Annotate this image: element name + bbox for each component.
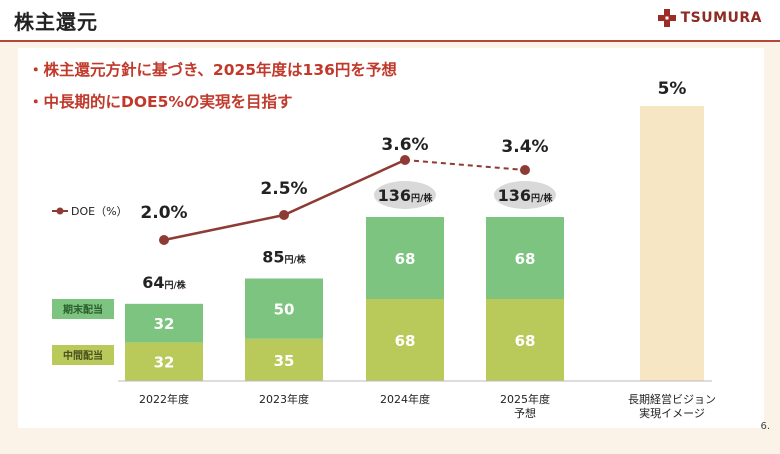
doe-label-3: 3.4% [501, 137, 548, 157]
category-label-4-0: 長期経営ビジョン [628, 392, 716, 406]
category-label-0-0: 2022年度 [139, 392, 189, 406]
doe-legend-label: DOE（%） [71, 205, 128, 218]
doe-point-0 [159, 235, 169, 245]
category-label-2-0: 2024年度 [380, 392, 430, 406]
bar-yearend-3 [486, 217, 564, 299]
legend-yearend-label: 期末配当 [63, 303, 103, 316]
vision-bar [640, 106, 704, 381]
category-label-3-0: 2025年度 [500, 392, 550, 406]
bar-interim-label-0: 32 [154, 354, 175, 372]
total-label-3: 136円/株 [498, 186, 554, 205]
bar-interim-label-1: 35 [274, 352, 295, 370]
header: 株主還元 TSUMURA [0, 0, 780, 40]
page-title: 株主還元 [14, 10, 98, 34]
bar-interim-label-3: 68 [515, 332, 536, 350]
bar-yearend-1 [245, 278, 323, 339]
total-label-0: 64円/株 [142, 273, 187, 292]
bar-interim-3 [486, 299, 564, 381]
bar-yearend-label-3: 68 [515, 250, 536, 268]
doe-point-1 [279, 210, 289, 220]
bar-interim-0 [125, 342, 203, 381]
tsumura-cross-icon [657, 9, 676, 27]
total-label-2: 136円/株 [378, 186, 434, 205]
bar-yearend-label-0: 32 [154, 315, 175, 333]
total-label-1: 85円/株 [262, 248, 307, 267]
bar-yearend-label-2: 68 [395, 250, 416, 268]
total-bubble-2 [374, 181, 436, 209]
bar-yearend-0 [125, 303, 203, 343]
legend-interim-swatch [52, 345, 114, 365]
doe-label-2: 3.6% [381, 135, 428, 155]
legend-yearend-swatch [52, 299, 114, 319]
bar-interim-2 [366, 299, 444, 381]
bullet-1: ・株主還元方針に基づき、2025年度は136円を予想 [28, 61, 397, 79]
legend-interim-label: 中間配当 [63, 349, 103, 362]
total-bubble-3 [494, 181, 556, 209]
tsumura-logo: TSUMURA [657, 9, 762, 27]
doe-legend-marker [56, 207, 64, 215]
bar-interim-1 [245, 338, 323, 381]
header-divider [0, 40, 780, 42]
category-label-4-1: 実現イメージ [639, 406, 705, 420]
doe-point-2 [400, 155, 410, 165]
logo-text: TSUMURA [680, 10, 762, 26]
bullet-2: ・中長期的にDOE5%の実現を目指す [28, 93, 293, 111]
doe-point-3 [520, 165, 530, 175]
bar-yearend-label-1: 50 [274, 301, 295, 319]
doe-label-0: 2.0% [140, 203, 187, 223]
doe-forecast-line [404, 159, 526, 171]
category-label-3-1: 予想 [514, 406, 536, 420]
page-number: 6. [760, 421, 770, 432]
bar-interim-label-2: 68 [395, 332, 416, 350]
category-label-1-0: 2023年度 [259, 392, 309, 406]
doe-label-1: 2.5% [260, 179, 307, 199]
doe-label-4: 5% [658, 79, 687, 99]
bar-yearend-2 [366, 217, 444, 299]
